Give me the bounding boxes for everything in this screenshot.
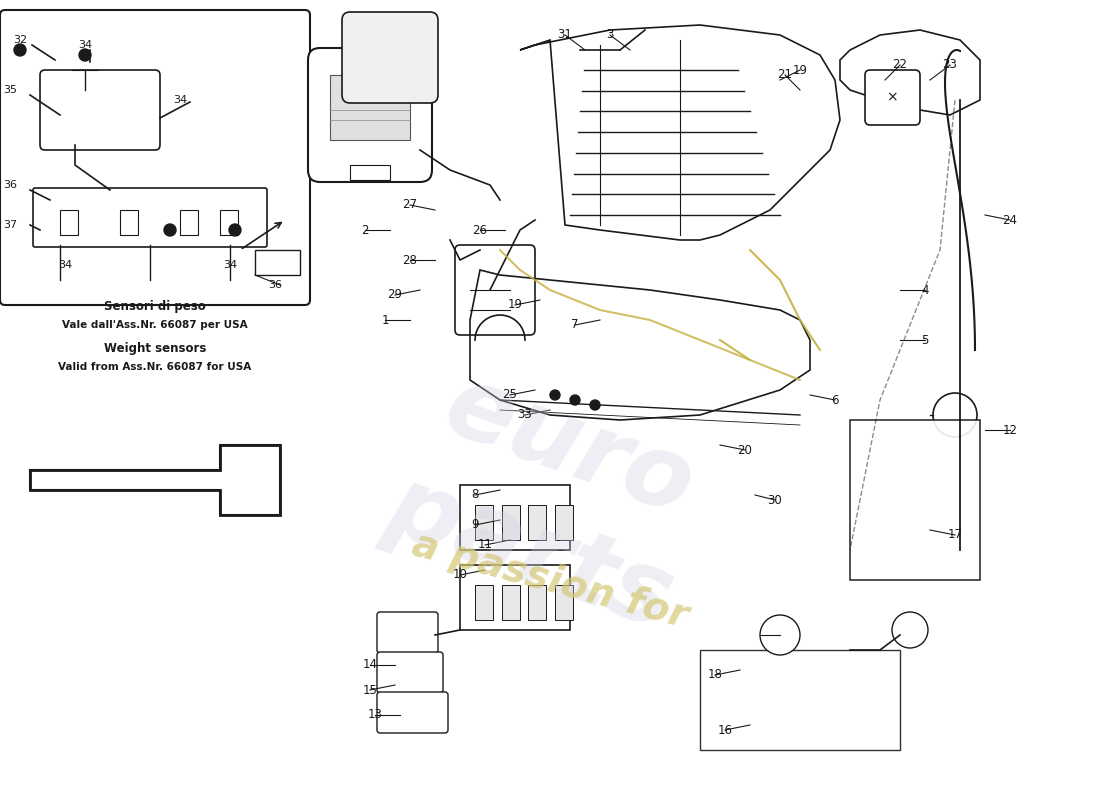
Bar bbox=[556, 585, 573, 620]
Text: 37: 37 bbox=[3, 220, 18, 230]
Bar bbox=[556, 505, 573, 540]
Circle shape bbox=[79, 49, 91, 61]
FancyBboxPatch shape bbox=[342, 12, 438, 103]
Text: 14: 14 bbox=[363, 658, 377, 671]
Circle shape bbox=[933, 393, 977, 437]
Text: 21: 21 bbox=[778, 69, 792, 82]
Text: 28: 28 bbox=[403, 254, 417, 266]
Bar bbox=[120, 210, 138, 235]
Text: 1: 1 bbox=[382, 314, 388, 326]
Text: 27: 27 bbox=[403, 198, 418, 211]
Circle shape bbox=[760, 615, 800, 655]
Text: 17: 17 bbox=[947, 529, 962, 542]
Text: 29: 29 bbox=[387, 289, 403, 302]
Text: 31: 31 bbox=[558, 29, 572, 42]
Bar bbox=[475, 585, 493, 620]
Circle shape bbox=[892, 612, 928, 648]
Text: 23: 23 bbox=[943, 58, 957, 71]
Text: Sensori di peso: Sensori di peso bbox=[104, 300, 206, 313]
Bar bbox=[330, 75, 410, 140]
FancyBboxPatch shape bbox=[308, 48, 432, 182]
Text: 34: 34 bbox=[58, 260, 73, 270]
Bar bbox=[475, 505, 493, 540]
Circle shape bbox=[229, 224, 241, 236]
Circle shape bbox=[14, 44, 26, 56]
Text: 19: 19 bbox=[507, 298, 522, 311]
Text: 3: 3 bbox=[606, 29, 614, 42]
Text: 25: 25 bbox=[503, 389, 517, 402]
FancyBboxPatch shape bbox=[455, 245, 535, 335]
Text: 33: 33 bbox=[518, 409, 532, 422]
Bar bbox=[700, 650, 900, 750]
Bar bbox=[350, 165, 390, 180]
Text: 7: 7 bbox=[571, 318, 579, 331]
Bar bbox=[460, 485, 570, 550]
FancyBboxPatch shape bbox=[377, 692, 448, 733]
Text: 34: 34 bbox=[173, 95, 187, 105]
Text: 16: 16 bbox=[717, 723, 733, 737]
FancyBboxPatch shape bbox=[0, 10, 310, 305]
Text: 26: 26 bbox=[473, 223, 487, 237]
Text: 19: 19 bbox=[792, 63, 807, 77]
Text: 34: 34 bbox=[78, 40, 92, 50]
Text: Weight sensors: Weight sensors bbox=[103, 342, 206, 355]
FancyBboxPatch shape bbox=[40, 70, 159, 150]
Bar bbox=[255, 250, 300, 275]
Text: 20: 20 bbox=[738, 443, 752, 457]
Bar bbox=[180, 210, 198, 235]
Text: 2: 2 bbox=[361, 223, 368, 237]
Text: 22: 22 bbox=[892, 58, 907, 71]
Text: 36: 36 bbox=[268, 280, 282, 290]
Text: Valid from Ass.Nr. 66087 for USA: Valid from Ass.Nr. 66087 for USA bbox=[58, 362, 252, 372]
Bar bbox=[502, 505, 519, 540]
FancyBboxPatch shape bbox=[865, 70, 920, 125]
Bar bbox=[220, 210, 238, 235]
Polygon shape bbox=[30, 445, 280, 515]
Text: 18: 18 bbox=[707, 669, 723, 682]
Text: 15: 15 bbox=[363, 683, 377, 697]
Text: 12: 12 bbox=[1002, 423, 1018, 437]
Text: ×: × bbox=[887, 90, 898, 104]
Text: 4: 4 bbox=[922, 283, 928, 297]
Text: Vale dall'Ass.Nr. 66087 per USA: Vale dall'Ass.Nr. 66087 per USA bbox=[63, 320, 248, 330]
Text: euro
parts: euro parts bbox=[375, 351, 725, 649]
Text: 30: 30 bbox=[768, 494, 782, 506]
Text: 5: 5 bbox=[922, 334, 928, 346]
Circle shape bbox=[570, 395, 580, 405]
Circle shape bbox=[164, 224, 176, 236]
Circle shape bbox=[590, 400, 600, 410]
Text: 35: 35 bbox=[3, 85, 16, 95]
Text: a passion for: a passion for bbox=[408, 525, 692, 635]
Text: 8: 8 bbox=[471, 489, 478, 502]
Text: 32: 32 bbox=[13, 35, 28, 45]
Text: 9: 9 bbox=[471, 518, 478, 531]
Bar bbox=[528, 585, 547, 620]
Text: 24: 24 bbox=[1002, 214, 1018, 226]
Bar bbox=[460, 565, 570, 630]
Text: 6: 6 bbox=[832, 394, 838, 406]
Text: 13: 13 bbox=[367, 709, 383, 722]
Bar bbox=[60, 210, 78, 235]
Text: 34: 34 bbox=[223, 260, 238, 270]
Circle shape bbox=[550, 390, 560, 400]
FancyBboxPatch shape bbox=[377, 652, 443, 693]
FancyBboxPatch shape bbox=[377, 612, 438, 653]
Text: 36: 36 bbox=[3, 180, 16, 190]
Bar bbox=[850, 420, 980, 580]
Text: 11: 11 bbox=[477, 538, 493, 551]
FancyBboxPatch shape bbox=[33, 188, 267, 247]
Bar bbox=[528, 505, 547, 540]
Text: 10: 10 bbox=[452, 569, 468, 582]
Bar bbox=[502, 585, 519, 620]
